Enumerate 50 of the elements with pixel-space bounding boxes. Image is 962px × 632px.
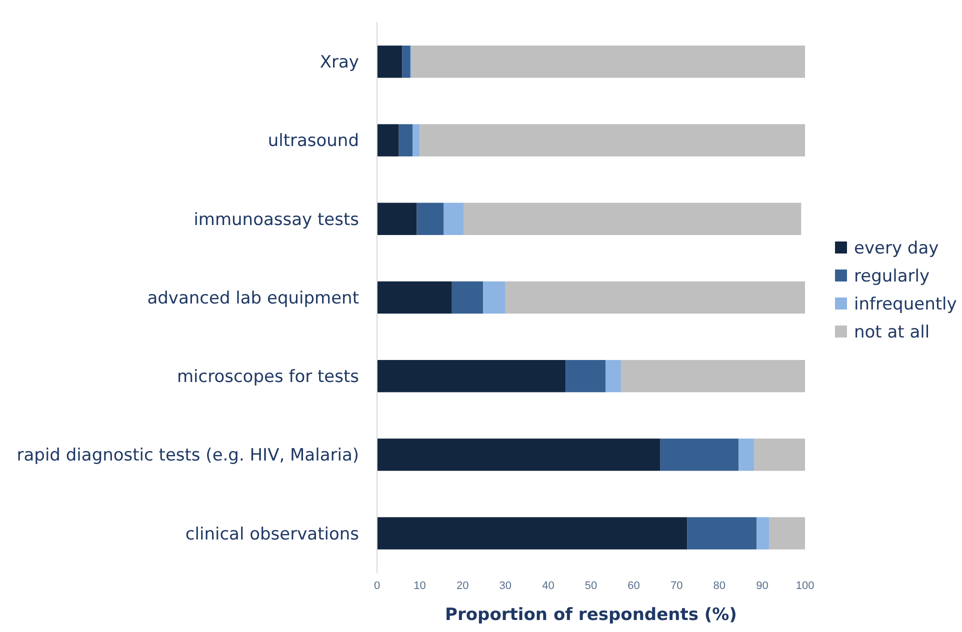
bar <box>566 360 606 392</box>
bar <box>756 517 770 550</box>
y-tick-label: clinical observations <box>185 524 360 544</box>
x-tick-label: 80 <box>713 580 726 592</box>
bar <box>416 202 444 236</box>
y-tick-label: rapid diagnostic tests (e.g. HIV, Malaria) <box>16 446 359 466</box>
x-tick-label: 60 <box>628 580 640 592</box>
x-tick-label: 90 <box>756 580 768 592</box>
legend-label: regularly <box>854 266 930 286</box>
bar <box>738 438 754 471</box>
bar <box>398 124 413 156</box>
bar <box>377 46 402 78</box>
x-tick-label: 0 <box>374 580 380 592</box>
bar <box>420 124 805 156</box>
bar <box>444 202 464 236</box>
y-tick-label: ultrasound <box>268 131 359 152</box>
y-tick-label: microscopes for tests <box>176 367 360 388</box>
y-tick-label: Xray <box>320 52 359 73</box>
bar <box>483 281 506 314</box>
bar <box>452 281 484 314</box>
x-tick-label: 20 <box>456 580 469 592</box>
bar <box>606 360 621 392</box>
legend-label: infrequently <box>854 294 957 314</box>
legend-label: every day <box>854 238 939 258</box>
y-tick-label: advanced lab equipment <box>147 288 360 308</box>
bar <box>464 202 802 236</box>
bar <box>377 360 566 392</box>
x-tick-label: 50 <box>584 580 598 592</box>
legend-label: not at all <box>854 322 930 342</box>
bar <box>377 281 452 314</box>
bar <box>377 124 399 156</box>
x-tick-label: 100 <box>796 580 814 592</box>
x-tick-label: 70 <box>670 580 683 592</box>
x-axis-title: Proportion of respondents (%) <box>445 605 737 625</box>
bar <box>377 202 417 236</box>
bar <box>402 46 410 78</box>
bar <box>754 438 805 471</box>
x-tick-label: 10 <box>414 580 426 592</box>
bar <box>660 438 739 471</box>
bar <box>377 438 660 471</box>
x-tick-label: 30 <box>499 580 512 592</box>
bar <box>412 124 420 156</box>
y-tick-label: immunoassay tests <box>194 210 360 230</box>
x-tick-label: 40 <box>542 580 554 592</box>
bar <box>377 517 688 550</box>
bar <box>620 360 805 392</box>
bar <box>769 517 805 550</box>
bar <box>687 517 757 550</box>
bar <box>412 46 805 78</box>
bar <box>505 281 805 314</box>
